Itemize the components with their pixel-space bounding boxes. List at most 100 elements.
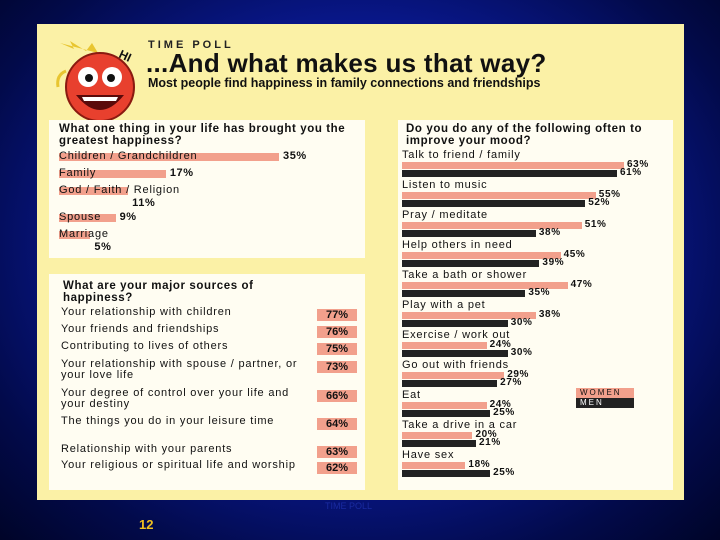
data-label: 24% <box>489 399 512 410</box>
data-label: 11% <box>132 197 156 209</box>
greatest-happiness-chart: What one thing in your life has brought … <box>49 120 365 258</box>
legend-women: WOMEN <box>576 388 634 398</box>
table-row-label: Your relationship with children <box>61 306 232 318</box>
category-label: God / Faith / Religion <box>59 184 180 196</box>
category-label: Spouse <box>59 211 102 223</box>
table-row-label: Your religious or spiritual life and wor… <box>61 459 296 471</box>
data-label: 47% <box>570 279 593 290</box>
category-label: Take a drive in a car <box>402 419 518 431</box>
table-row-label: The things you do in your leisure time <box>61 415 275 427</box>
category-label: Pray / meditate <box>402 209 488 221</box>
data-label: 39% <box>542 257 565 268</box>
table-row-value: 73% <box>317 361 357 373</box>
table-row-value: 66% <box>317 390 357 402</box>
data-label: 35% <box>283 150 307 162</box>
data-label: 25% <box>493 467 515 478</box>
legend: WOMEN MEN <box>576 388 634 408</box>
bar-men <box>402 290 526 297</box>
table-row-label: Contributing to lives of others <box>61 340 229 352</box>
smiling-face-mascot-icon: HI <box>52 41 152 126</box>
category-label: Help others in need <box>402 239 513 251</box>
bar-women <box>402 282 568 289</box>
data-label: 51% <box>584 219 607 230</box>
infographic-panel: HI TIME POLL ...And what makes us that w… <box>37 24 684 500</box>
subtitle: Most people find happiness in family con… <box>148 76 541 90</box>
bar-men <box>402 170 617 177</box>
bar-men <box>402 410 491 417</box>
svg-text:HI: HI <box>117 47 134 65</box>
data-label: 21% <box>479 437 501 448</box>
table-row-value: 76% <box>317 326 357 338</box>
bar-men <box>402 200 586 207</box>
table-row-label: Your degree of control over your life an… <box>61 387 290 410</box>
table-row-value: 63% <box>317 446 357 458</box>
data-label: 9% <box>119 211 137 223</box>
bar-men <box>402 470 491 477</box>
bar-men <box>402 230 536 237</box>
category-label: Play with a pet <box>402 299 486 311</box>
category-label: Have sex <box>402 449 455 461</box>
category-label: Eat <box>402 389 421 401</box>
table-row-value: 75% <box>317 343 357 355</box>
sources-of-happiness-table: What are your major sources of happiness… <box>49 274 365 490</box>
data-label: 18% <box>468 459 491 470</box>
data-label: 38% <box>538 227 561 238</box>
slide-number: 12 <box>139 517 154 532</box>
bar-women <box>402 252 561 259</box>
bar <box>59 153 279 161</box>
bar <box>59 170 166 178</box>
category-label: Listen to music <box>402 179 488 191</box>
data-label: 61% <box>619 167 642 178</box>
bar-women <box>402 462 466 469</box>
poll-kicker: TIME POLL <box>148 39 234 51</box>
data-label: 35% <box>528 287 551 298</box>
data-label: 5% <box>94 241 112 253</box>
data-label: 30% <box>510 347 533 358</box>
bar-men <box>402 260 540 267</box>
bar-women <box>402 222 582 229</box>
data-label: 38% <box>538 309 561 320</box>
data-label: 45% <box>563 249 586 260</box>
chart-title: What one thing in your life has brought … <box>59 123 346 147</box>
category-label: Talk to friend / family <box>402 149 521 161</box>
category-label: Take a bath or shower <box>402 269 528 281</box>
data-label: 20% <box>475 429 498 440</box>
legend-men: MEN <box>576 398 634 408</box>
bar-men <box>402 320 508 327</box>
table-row-value: 62% <box>317 462 357 474</box>
data-label: 24% <box>489 339 512 350</box>
data-label: 29% <box>507 369 530 380</box>
category-label: Exercise / work out <box>402 329 511 341</box>
data-label: 63% <box>627 159 649 170</box>
bar <box>59 187 129 195</box>
chart-title: Do you do any of the following often to … <box>406 123 643 147</box>
table-row-label: Relationship with your parents <box>61 443 233 455</box>
bar <box>59 214 116 222</box>
bar-women <box>402 432 473 439</box>
data-label: 27% <box>500 377 522 388</box>
category-label: Family <box>59 167 97 179</box>
data-label: 17% <box>169 167 194 179</box>
bar-men <box>402 380 498 387</box>
bar <box>59 231 91 239</box>
bar-women <box>402 312 536 319</box>
bar-men <box>402 350 508 357</box>
improve-mood-chart: Do you do any of the following often to … <box>398 120 673 490</box>
bar-women <box>402 192 596 199</box>
table-row-label: Your friends and friendships <box>61 323 220 335</box>
bar-women <box>402 372 505 379</box>
data-label: 25% <box>493 407 515 418</box>
page-title: ...And what makes us that way? <box>146 48 547 78</box>
table-row-value: 77% <box>317 309 357 321</box>
data-label: 55% <box>598 189 621 200</box>
table-title: What are your major sources of happiness… <box>63 280 254 304</box>
table-row-value: 64% <box>317 418 357 430</box>
source-note: TIME POLL <box>325 501 373 511</box>
category-label: Children / Grandchildren <box>59 150 198 162</box>
bar-women <box>402 342 487 349</box>
bar-women <box>402 402 487 409</box>
data-label: 30% <box>510 317 533 328</box>
bar-women <box>402 162 624 169</box>
category-label: Marriage <box>59 228 109 240</box>
table-row-label: Your relationship with spouse / partner,… <box>61 358 298 381</box>
